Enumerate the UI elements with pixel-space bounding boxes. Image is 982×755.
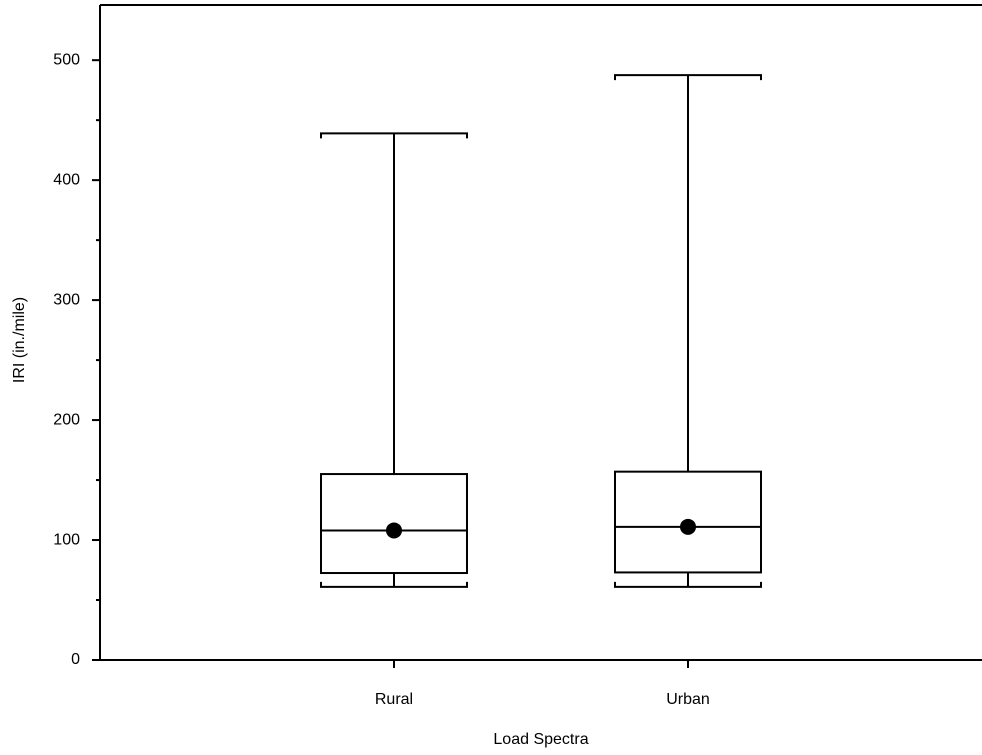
whisker-cap (320, 581, 468, 588)
whisker-cap (614, 74, 762, 81)
y-tick-label: 400 (53, 171, 80, 188)
x-axis-label: Load Spectra (493, 731, 588, 748)
mean-dot (680, 518, 696, 535)
y-axis-label: IRI (in./mile) (11, 297, 28, 383)
mean-dot (386, 522, 402, 539)
y-tick-label: 100 (53, 531, 80, 548)
box (320, 473, 468, 575)
box (614, 470, 762, 574)
y-tick-label: 200 (53, 411, 80, 428)
y-tick-label: 300 (53, 291, 80, 308)
y-tick-label: 500 (53, 51, 80, 68)
whisker-cap (320, 132, 468, 139)
y-tick-label: 0 (71, 651, 80, 668)
x-tick-label: Urban (666, 691, 710, 708)
whisker-cap (614, 581, 762, 588)
x-tick-label: Rural (375, 691, 413, 708)
